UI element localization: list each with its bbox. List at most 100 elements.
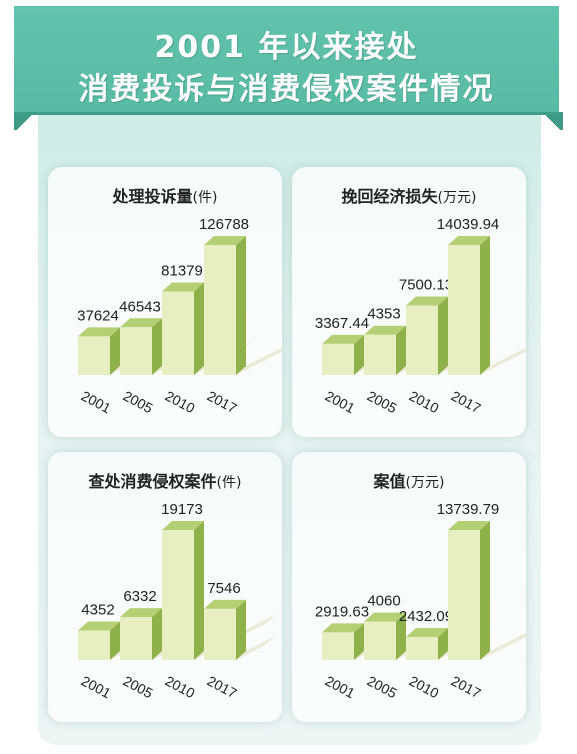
title-banner: 2001 年以来接处 消费投诉与消费侵权案件情况 [14,6,559,112]
bar-top [448,236,490,245]
bar [406,305,438,375]
bar [364,334,396,375]
bar-top [204,599,246,609]
year-label: 2017 [449,388,484,417]
bar-side [438,627,448,660]
panel-complaints: 处理投诉量(件) 37624 2001 46543 2005 81379 2010 1267… [48,167,282,437]
bar [406,636,438,660]
chart-unit: (万元) [437,190,477,206]
bar-top [120,608,162,618]
bar [120,327,152,375]
banner-fold-right [539,112,563,130]
bar-shadow [236,636,275,660]
bar-chart-svg: 4352 2001 6332 2005 19173 2010 7546 2017 [78,501,276,702]
bar [204,245,236,375]
bar-side [110,327,120,375]
bar-top [162,282,204,292]
year-label: 2005 [365,388,400,417]
bar-top [406,296,448,306]
value-label: 2919.63 [315,603,369,620]
panel-case-value: 案值(万元) 2919.63 2001 4060 2005 2432.09 2010 137… [292,452,526,722]
year-label: 2005 [365,673,400,702]
value-label: 4352 [81,601,114,618]
chart-title: 处理投诉量 [112,187,193,206]
year-label: 2017 [449,673,484,702]
value-label: 2432.09 [399,608,453,625]
bar [322,343,354,375]
bar [78,630,110,660]
chart-title: 挽回经济损失 [341,187,438,206]
bar [120,617,152,660]
value-label: 14039.94 [437,216,500,233]
bar [448,530,480,660]
title-line-2: 消费投诉与消费侵权案件情况 [78,72,495,107]
bar-side [438,296,448,375]
year-label: 2005 [121,673,156,702]
chart-title: 查处消费侵权案件 [88,472,217,491]
panel-recovered-losses: 挽回经济损失(万元) 3367.44 2001 4353 2005 7500.13 201… [292,167,526,437]
panel-title: 挽回经济损失(万元) [292,183,526,207]
banner-fold-left [14,112,38,130]
value-label: 19173 [161,501,203,518]
value-label: 4060 [367,593,400,610]
bar [162,530,194,660]
chart-title: 案值 [373,472,406,491]
bar-side [396,325,406,375]
bar-top [364,612,406,622]
panel-title: 案值(万元) [292,468,526,492]
bar-top [322,334,364,344]
title-line-1: 2001 年以来接处 [154,30,419,65]
value-label: 37624 [77,307,119,324]
bar-side [152,608,162,660]
bar-chart-svg: 2919.63 2001 4060 2005 2432.09 2010 13739.79 20… [315,501,526,702]
value-label: 6332 [123,588,156,605]
value-label: 3367.44 [315,315,369,332]
bar-side [396,612,406,660]
bar-side [152,318,162,375]
chart-unit: (件) [216,475,242,491]
bar-side [480,236,490,375]
bar-chart-svg: 37624 2001 46543 2005 81379 2010 126788 2017 [77,216,282,417]
year-label: 2001 [79,673,114,702]
bar-top [448,521,490,530]
bar-top [322,623,364,633]
chart-unit: (万元) [405,475,445,491]
bar [322,632,354,660]
value-label: 13739.79 [437,501,500,518]
year-label: 2010 [407,388,442,417]
bar-shadow [480,632,526,660]
bar [448,245,480,375]
bar-top [406,627,448,637]
bar-side [354,623,364,660]
bar-chart-svg: 3367.44 2001 4353 2005 7500.13 2010 14039.94 20… [315,216,526,417]
year-label: 2010 [163,673,198,702]
bar-side [236,599,246,660]
year-label: 2010 [163,388,198,417]
year-label: 2001 [79,388,114,417]
bar-top [120,318,162,328]
bar-side [480,521,490,660]
bar-side [194,282,204,375]
chart-unit: (件) [192,190,218,206]
bar-shadow [480,347,526,375]
value-label: 7500.13 [399,277,453,294]
bar-side [236,236,246,375]
bar-top [78,621,120,631]
year-label: 2017 [205,673,240,702]
year-label: 2005 [121,388,156,417]
bar-top [78,327,120,337]
bar-side [194,521,204,660]
bar [364,621,396,660]
panel-infringement-cases: 查处消费侵权案件(件) 4352 2001 6332 2005 19173 2010 754… [48,452,282,722]
bar [204,608,236,660]
panel-title: 处理投诉量(件) [48,183,282,207]
value-label: 4353 [367,306,400,323]
year-label: 2017 [205,388,240,417]
value-label: 126788 [199,216,249,233]
value-label: 46543 [119,298,161,315]
bar-side [354,334,364,375]
value-label: 7546 [207,580,240,597]
value-label: 81379 [161,263,203,280]
bar [78,336,110,375]
year-label: 2001 [323,673,358,702]
